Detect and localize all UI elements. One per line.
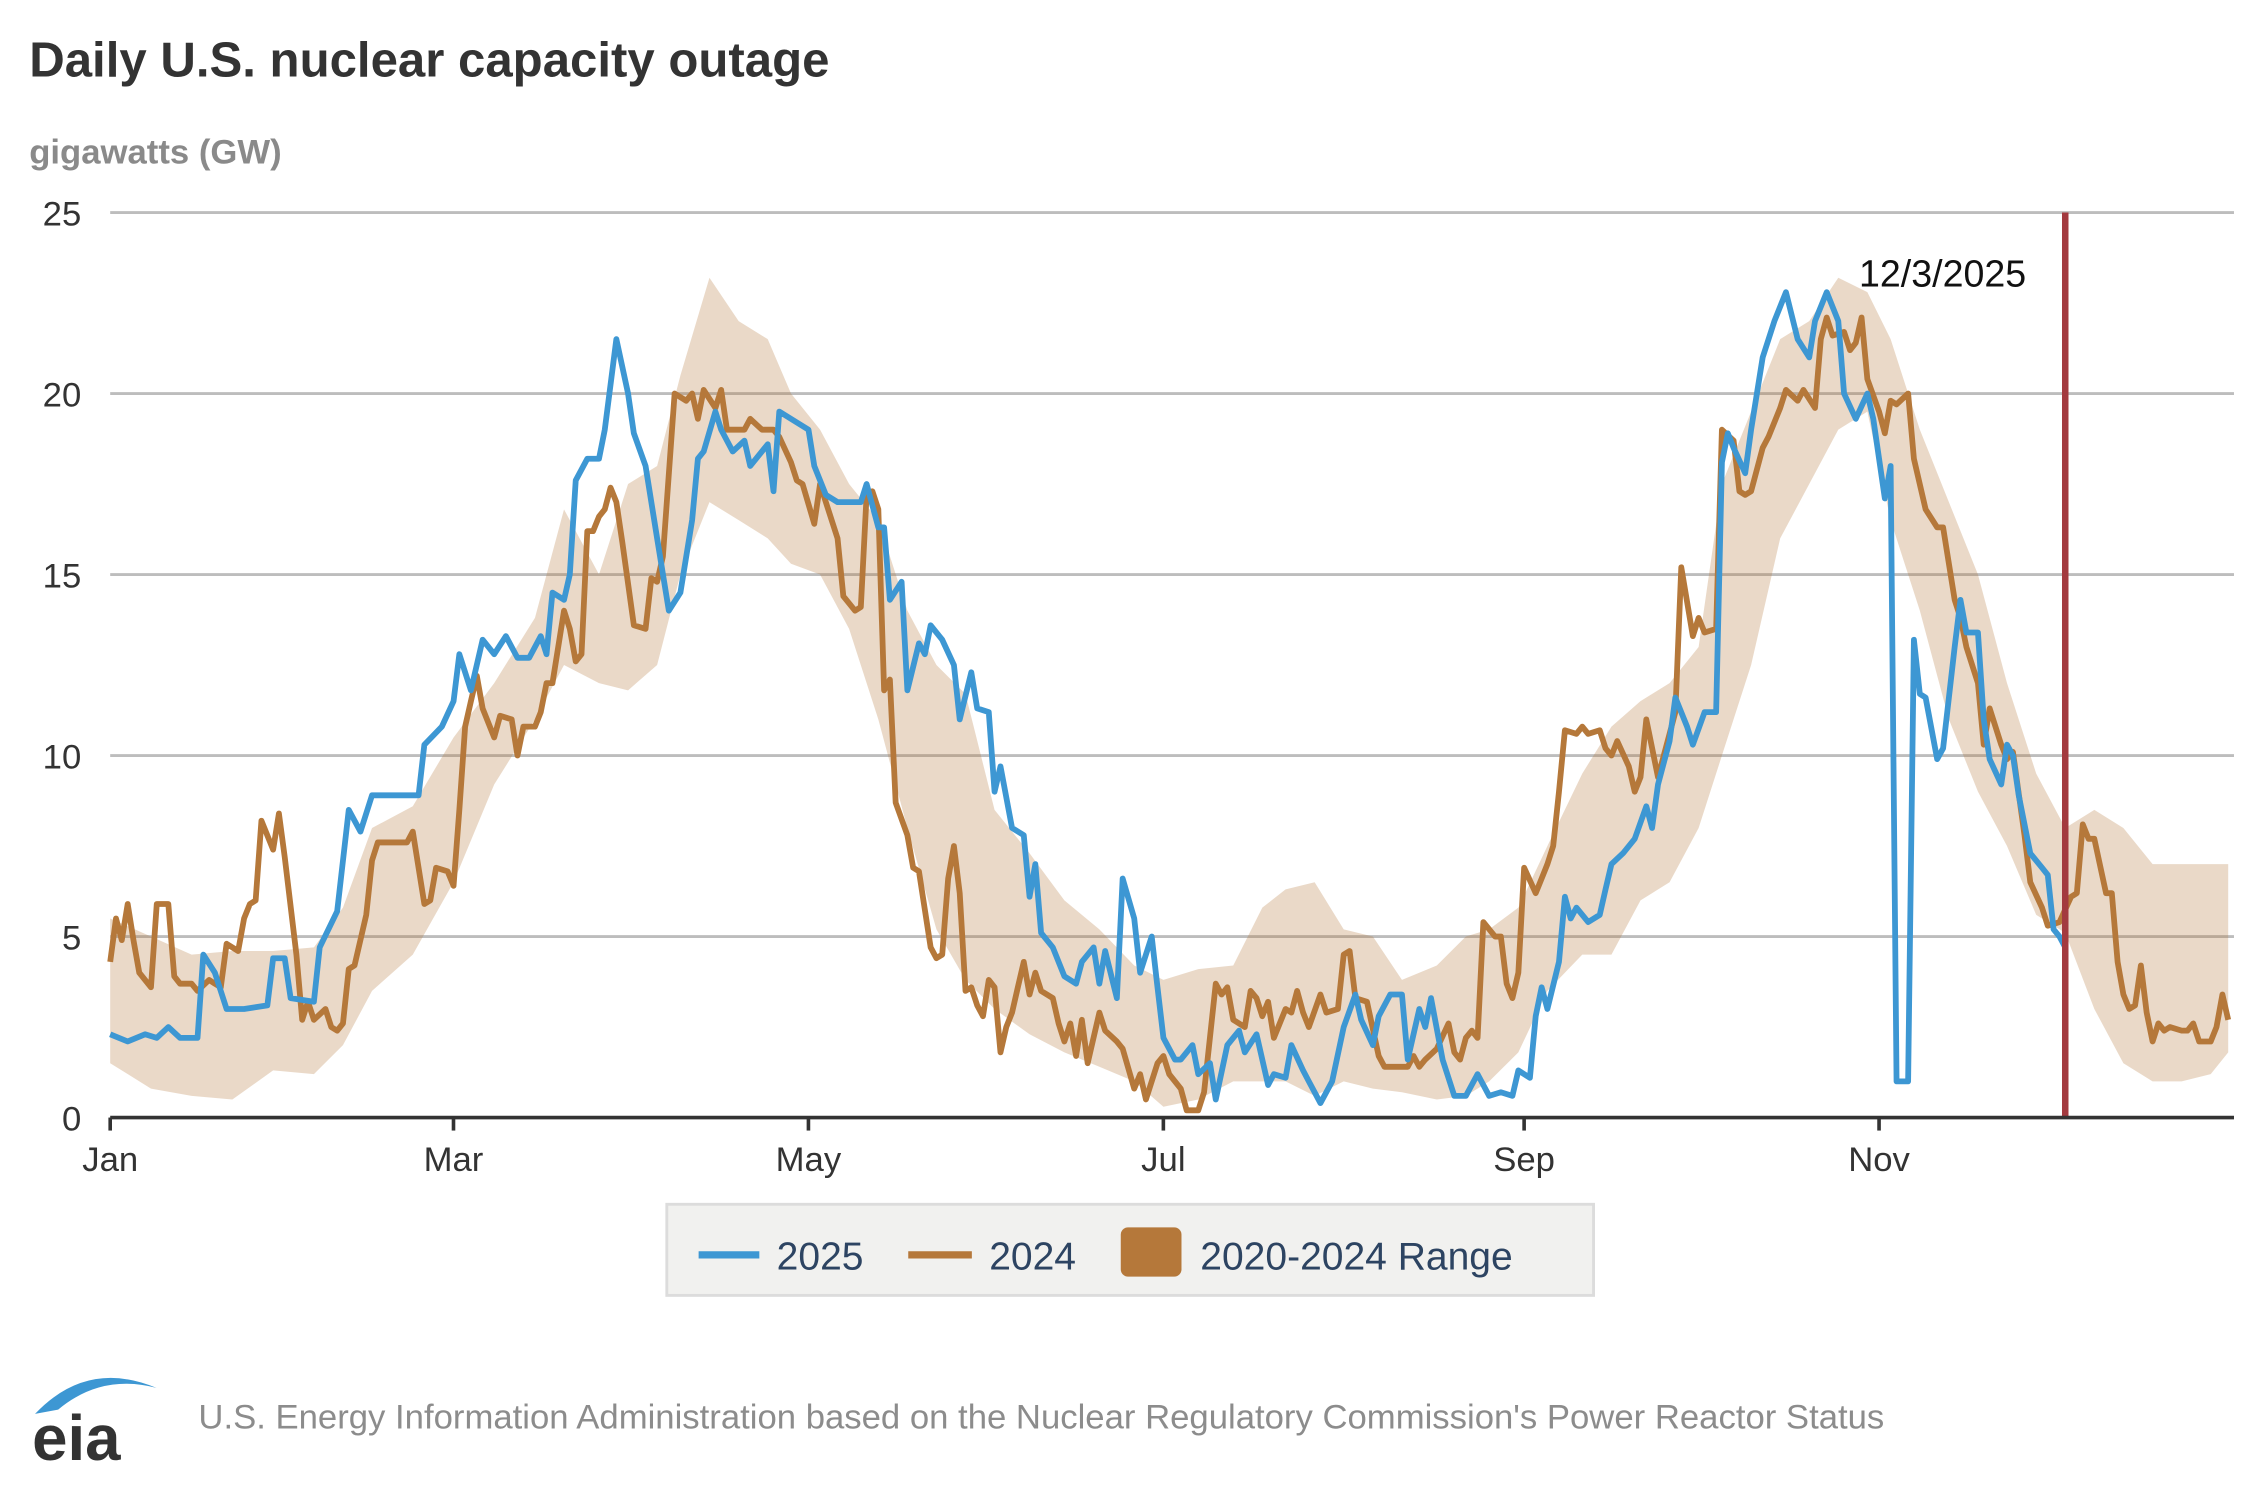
y-tick-label: 25 [43, 196, 82, 234]
current-date-label: 12/3/2025 [1859, 252, 2026, 294]
x-tick-label: Nov [1848, 1141, 1910, 1179]
legend-swatch-range [1120, 1227, 1182, 1277]
range-band-layer [110, 277, 2229, 1107]
x-tick-label: Mar [424, 1141, 484, 1179]
legend-label-range: 2020-2024 Range [1200, 1235, 1512, 1278]
legend-label-2024: 2024 [989, 1235, 1076, 1278]
x-tick-label: Jan [82, 1141, 138, 1179]
source-note: U.S. Energy Information Administration b… [198, 1398, 1884, 1436]
series-lines-layer [107, 289, 2232, 1114]
y-tick-label: 5 [62, 920, 81, 958]
x-tick-label: May [776, 1141, 842, 1179]
series-line-2025 [109, 289, 2068, 1106]
eia-logo-swoosh [35, 1377, 157, 1414]
eia-logo-text: eia [32, 1403, 121, 1474]
x-tick-label: Jul [1141, 1141, 1185, 1179]
y-axis-ticks: 0 5 10 15 20 25 [43, 196, 82, 1139]
x-axis: Jan Mar May Jul Sep Nov [82, 1115, 2234, 1179]
series-line-2024 [107, 314, 2232, 1114]
date-marker: 12/3/2025 [1859, 212, 2069, 1118]
y-tick-label: 0 [62, 1101, 81, 1139]
x-tick-label: Sep [1493, 1141, 1555, 1179]
chart-title: Daily U.S. nuclear capacity outage [29, 34, 829, 88]
legend: 2025 2024 2020-2024 Range [665, 1202, 1595, 1297]
legend-label-2025: 2025 [777, 1235, 864, 1278]
eia-logo: eia [32, 1377, 157, 1474]
y-axis-unit-label: gigawatts (GW) [29, 133, 281, 171]
y-tick-label: 10 [43, 739, 82, 777]
y-tick-label: 20 [43, 377, 82, 415]
range-area-2020-2024 [110, 277, 2229, 1107]
y-tick-label: 15 [43, 558, 82, 596]
